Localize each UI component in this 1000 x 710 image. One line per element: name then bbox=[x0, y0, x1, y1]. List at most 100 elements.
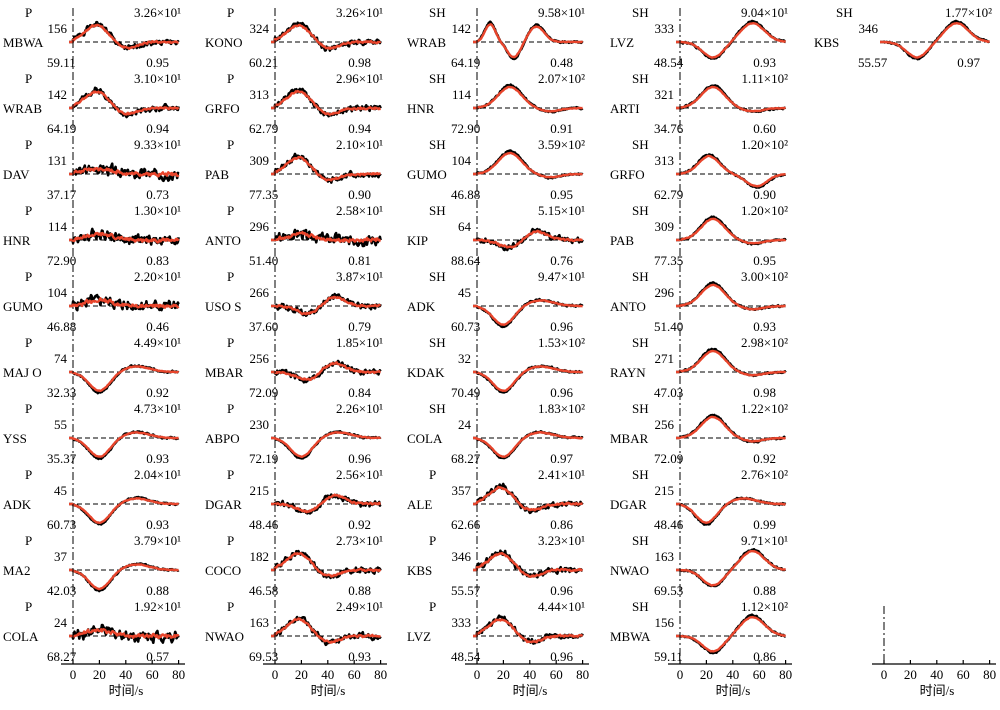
distance-label: 70.49 bbox=[451, 385, 480, 400]
phase-label: P bbox=[429, 533, 436, 548]
azimuth-label: 256 bbox=[655, 417, 675, 432]
trace-pab-sh: SH PAB 309 77.35 1.20×10² 0.95 bbox=[610, 203, 788, 268]
phase-label: SH bbox=[632, 5, 649, 20]
amplitude-label: 4.44×10¹ bbox=[538, 599, 585, 614]
station-label: PAB bbox=[610, 233, 634, 248]
station-label: YSS bbox=[3, 431, 27, 446]
distance-label: 51.40 bbox=[249, 253, 278, 268]
trace-kdak-sh: SH KDAK 32 70.49 1.53×10² 0.96 bbox=[407, 335, 585, 400]
amplitude-label: 1.11×10² bbox=[742, 71, 789, 86]
amplitude-label: 3.59×10² bbox=[538, 137, 585, 152]
trace-kbs-p: P KBS 346 55.57 3.23×10¹ 0.96 bbox=[407, 533, 585, 598]
distance-label: 42.03 bbox=[47, 583, 76, 598]
phase-label: P bbox=[25, 401, 32, 416]
x-axis: 0 20 40 60 80 时间/s bbox=[465, 660, 589, 698]
correlation-label: 0.73 bbox=[146, 187, 169, 202]
amplitude-label: 2.76×10² bbox=[741, 467, 788, 482]
column-5: SH KBS 346 55.57 1.77×10² 0.97 0 20 40 60 80 时间/s bbox=[814, 5, 996, 698]
synthetic-waveform bbox=[879, 21, 991, 59]
station-label: COCO bbox=[205, 563, 241, 578]
trace-dav-p: P DAV 131 37.17 9.33×10¹ 0.73 bbox=[3, 137, 181, 202]
synthetic-waveform bbox=[270, 231, 382, 244]
x-tick-label: 0 bbox=[474, 667, 481, 682]
correlation-label: 0.83 bbox=[146, 253, 169, 268]
trace-abpo-p: P ABPO 230 72.19 2.26×10¹ 0.96 bbox=[205, 401, 383, 466]
phase-label: SH bbox=[632, 599, 649, 614]
trace-arti-sh: SH ARTI 321 34.76 1.11×10² 0.60 bbox=[610, 71, 788, 136]
synthetic-waveform bbox=[270, 617, 382, 644]
phase-label: P bbox=[227, 5, 234, 20]
distance-label: 88.64 bbox=[451, 253, 481, 268]
correlation-label: 0.60 bbox=[753, 121, 776, 136]
station-label: KIP bbox=[407, 233, 428, 248]
distance-label: 68.27 bbox=[451, 451, 481, 466]
trace-adk-sh: SH ADK 45 60.73 9.47×10¹ 0.96 bbox=[407, 269, 585, 334]
observed-waveform bbox=[675, 613, 787, 655]
trace-ale-p: P ALE 357 62.66 2.41×10¹ 0.86 bbox=[407, 467, 585, 532]
amplitude-label: 1.77×10² bbox=[945, 5, 992, 20]
synthetic-waveform bbox=[675, 349, 787, 377]
station-label: GRFO bbox=[610, 167, 645, 182]
distance-label: 68.27 bbox=[47, 649, 77, 664]
correlation-label: 0.81 bbox=[348, 253, 371, 268]
azimuth-label: 357 bbox=[452, 483, 472, 498]
azimuth-label: 230 bbox=[250, 417, 270, 432]
synthetic-waveform bbox=[68, 166, 180, 178]
distance-label: 60.21 bbox=[249, 55, 278, 70]
x-tick-label: 80 bbox=[983, 667, 996, 682]
observed-waveform bbox=[472, 20, 584, 61]
distance-label: 69.53 bbox=[249, 649, 278, 664]
x-axis: 0 20 40 60 80 时间/s bbox=[263, 660, 387, 698]
synthetic-waveform bbox=[68, 297, 180, 309]
x-tick-label: 20 bbox=[93, 667, 106, 682]
trace-lvz-p: P LVZ 333 48.54 4.44×10¹ 0.96 bbox=[407, 599, 585, 664]
amplitude-label: 1.22×10² bbox=[741, 401, 788, 416]
observed-waveform bbox=[472, 549, 584, 579]
azimuth-label: 104 bbox=[452, 153, 472, 168]
amplitude-label: 1.12×10² bbox=[741, 599, 788, 614]
phase-label: P bbox=[227, 533, 234, 548]
trace-lvz-sh: SH LVZ 333 48.54 9.04×10¹ 0.93 bbox=[610, 5, 788, 70]
trace-nwao-p: P NWAO 163 69.53 2.49×10¹ 0.93 bbox=[205, 599, 383, 664]
distance-label: 59.11 bbox=[47, 55, 76, 70]
phase-label: SH bbox=[632, 137, 649, 152]
station-label: MAJ O bbox=[3, 365, 42, 380]
amplitude-label: 3.26×10¹ bbox=[336, 5, 383, 20]
trace-gumo-sh: SH GUMO 104 46.88 3.59×10² 0.95 bbox=[407, 137, 585, 202]
correlation-label: 0.88 bbox=[753, 583, 776, 598]
station-label: ARTI bbox=[610, 101, 640, 116]
azimuth-label: 309 bbox=[250, 153, 270, 168]
correlation-label: 0.97 bbox=[550, 451, 573, 466]
phase-label: SH bbox=[632, 269, 649, 284]
synthetic-waveform bbox=[472, 299, 584, 326]
amplitude-label: 9.71×10¹ bbox=[741, 533, 788, 548]
trace-mbar-sh: SH MBAR 256 72.09 1.22×10² 0.92 bbox=[610, 401, 788, 466]
station-label: ABPO bbox=[205, 431, 240, 446]
trace-coco-p: P COCO 182 46.58 2.73×10¹ 0.88 bbox=[205, 533, 383, 598]
trace-grfo-sh: SH GRFO 313 62.79 1.20×10² 0.90 bbox=[610, 137, 788, 202]
amplitude-label: 3.10×10¹ bbox=[134, 71, 181, 86]
phase-label: P bbox=[227, 203, 234, 218]
distance-label: 55.57 bbox=[451, 583, 481, 598]
correlation-label: 0.92 bbox=[348, 517, 371, 532]
azimuth-label: 271 bbox=[655, 351, 675, 366]
azimuth-label: 114 bbox=[48, 219, 68, 234]
distance-label: 64.19 bbox=[47, 121, 76, 136]
distance-label: 64.19 bbox=[451, 55, 480, 70]
phase-label: P bbox=[227, 599, 234, 614]
trace-wrab-sh: SH WRAB 142 64.19 9.58×10¹ 0.48 bbox=[407, 5, 585, 70]
station-label: MBAR bbox=[205, 365, 244, 380]
distance-label: 46.58 bbox=[249, 583, 278, 598]
correlation-label: 0.84 bbox=[348, 385, 371, 400]
amplitude-label: 3.87×10¹ bbox=[336, 269, 383, 284]
correlation-label: 0.98 bbox=[753, 385, 776, 400]
amplitude-label: 9.33×10¹ bbox=[134, 137, 181, 152]
correlation-label: 0.88 bbox=[146, 583, 169, 598]
distance-label: 47.03 bbox=[654, 385, 683, 400]
station-label: ANTO bbox=[610, 299, 646, 314]
station-label: NWAO bbox=[205, 629, 244, 644]
correlation-label: 0.99 bbox=[753, 517, 776, 532]
observed-waveform bbox=[472, 614, 584, 645]
x-axis-label: 时间/s bbox=[109, 683, 144, 698]
